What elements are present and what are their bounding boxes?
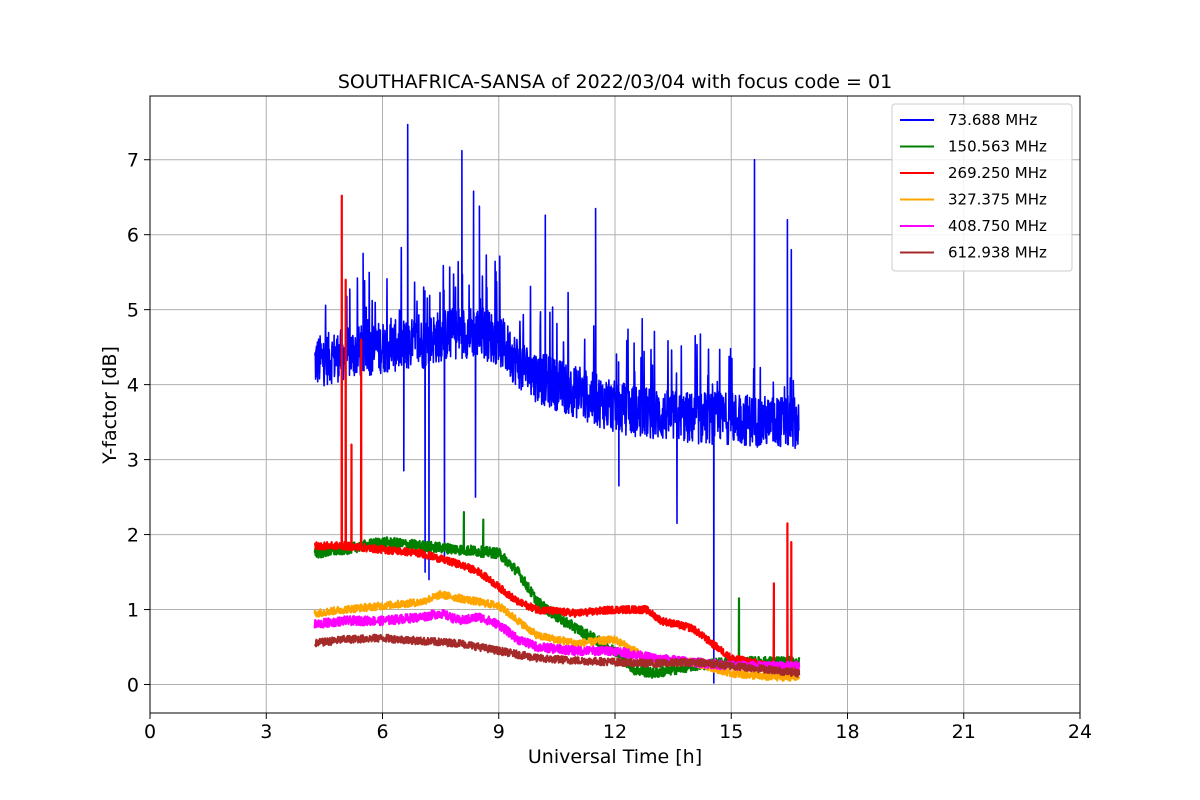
legend-box: [891, 103, 1073, 272]
series-lines: [313, 123, 801, 684]
x-tick-label: 21: [952, 721, 976, 743]
y-axis-label: Y-factor [dB]: [99, 346, 121, 465]
chart-title: SOUTHAFRICA-SANSA of 2022/03/04 with foc…: [338, 71, 892, 93]
legend-label: 150.563 MHz: [948, 138, 1047, 156]
y-tick-label: 4: [127, 375, 139, 397]
y-tick-label: 3: [127, 450, 139, 472]
y-tick-label: 5: [127, 300, 139, 322]
series-line-2: [313, 194, 801, 674]
x-tick-label: 18: [835, 721, 859, 743]
legend-label: 269.250 MHz: [948, 164, 1047, 182]
legend-label: 327.375 MHz: [948, 191, 1047, 209]
series-line-3: [313, 590, 801, 682]
x-axis-label: Universal Time [h]: [528, 746, 702, 768]
legend-label: 612.938 MHz: [948, 244, 1047, 262]
y-tick-label: 6: [127, 225, 139, 247]
x-tick-label: 15: [719, 721, 743, 743]
y-tick-label: 2: [127, 525, 139, 547]
legend-label: 73.688 MHz: [948, 111, 1037, 129]
y-tick-label: 7: [127, 150, 139, 172]
x-axis-ticks: 0 3 6 9 12 15 18 21 24: [144, 713, 1092, 743]
y-tick-label: 0: [127, 675, 139, 697]
x-tick-label: 6: [376, 721, 388, 743]
legend-label: 408.750 MHz: [948, 217, 1047, 235]
series-line-0: [313, 123, 800, 684]
x-tick-label: 0: [144, 721, 156, 743]
y-axis-ticks: 0 1 2 3 4 5 6 7: [127, 150, 150, 697]
y-tick-label: 1: [127, 600, 139, 622]
x-tick-label: 3: [260, 721, 272, 743]
series-line-5: [313, 633, 801, 678]
x-tick-label: 9: [493, 721, 505, 743]
legend: 73.688 MHz 150.563 MHz 269.250 MHz 327.375 …: [891, 103, 1073, 272]
x-tick-label: 12: [603, 721, 627, 743]
x-tick-label: 24: [1068, 721, 1092, 743]
